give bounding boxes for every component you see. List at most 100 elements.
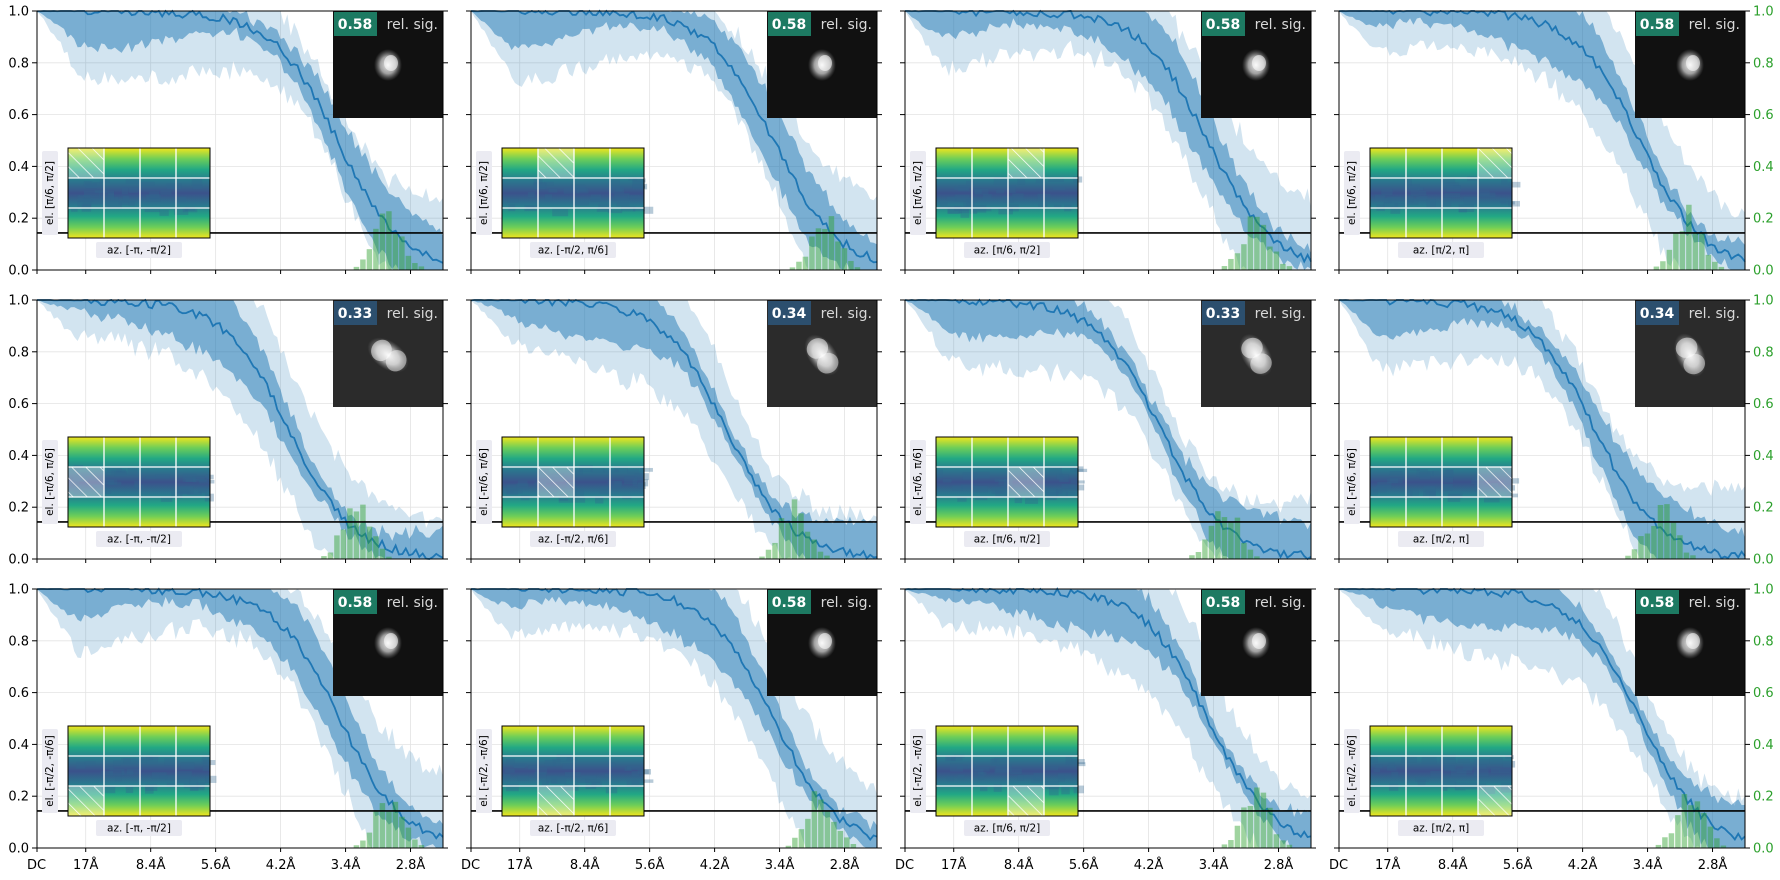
- heatmap-noise: [534, 772, 547, 778]
- heatmap-noise: [166, 782, 178, 788]
- heatmap-noise: [942, 478, 952, 483]
- y-tick-label: 0.6: [8, 108, 29, 123]
- hist-bar: [1260, 792, 1267, 848]
- heatmap-noise: [1057, 773, 1072, 779]
- heatmap-noise: [534, 182, 546, 190]
- heatmap-noise: [993, 177, 1007, 185]
- particle: [1674, 333, 1706, 377]
- rel-sig-badge: [1202, 12, 1245, 36]
- heatmap-noise: [1441, 787, 1448, 791]
- mean-fsc-line: [37, 298, 444, 560]
- hist-bar: [789, 267, 796, 270]
- heatmap-noise: [185, 477, 196, 483]
- elevation-label: el. [-π/2, -π/6]: [1346, 735, 1358, 807]
- axes-frame: [470, 588, 878, 849]
- mean-fsc-line: [904, 298, 1312, 561]
- x-tick-label: 8.4Å: [1004, 857, 1034, 873]
- hist-bar: [824, 810, 831, 848]
- heatmap-noise: [558, 498, 573, 503]
- heatmap-noise: [564, 772, 581, 777]
- heatmap-noise: [996, 189, 1005, 194]
- elevation-label-bg: [1344, 151, 1360, 235]
- heatmap-noise: [1383, 202, 1399, 208]
- heatmap-noise: [614, 193, 630, 201]
- heatmap-noise: [1417, 186, 1424, 191]
- hist-bar: [321, 556, 327, 559]
- hist-bar: [1286, 844, 1293, 848]
- heatmap-noise: [958, 185, 970, 192]
- heatmap-noise: [1070, 466, 1084, 472]
- particle-lobe: [385, 350, 407, 372]
- heatmap-noise: [1012, 193, 1024, 200]
- hist-bar: [848, 260, 854, 270]
- heatmap-noise: [1418, 190, 1427, 196]
- hist-bar: [1653, 266, 1660, 270]
- y-tick-label: 0.4: [8, 449, 29, 464]
- heatmap-noise: [146, 756, 158, 764]
- heatmap-highlight: [538, 467, 574, 497]
- azimuth-label-bg: [530, 820, 616, 836]
- rel-sig-badge: [334, 301, 377, 325]
- heatmap-noise: [1373, 487, 1387, 493]
- elevation-label: el. [π/6, π/2]: [44, 161, 56, 225]
- heatmap-noise: [1508, 200, 1520, 207]
- heatmap-noise: [186, 491, 202, 496]
- heatmap-noise: [571, 184, 586, 189]
- heatmap-noise: [1017, 178, 1026, 185]
- heatmap-noise: [110, 196, 119, 202]
- elevation-label: el. [-π/2, -π/6]: [912, 735, 924, 807]
- heatmap-noise: [563, 188, 580, 194]
- heatmap-noise: [1439, 758, 1456, 764]
- heatmap-noise: [1502, 760, 1516, 768]
- heatmap-noise: [125, 786, 134, 794]
- heatmap-noise: [633, 178, 646, 183]
- rel-sig-badge: [768, 12, 811, 36]
- heatmap-noise: [1065, 760, 1077, 765]
- heatmap-noise: [607, 209, 623, 214]
- hist-bar: [1701, 812, 1707, 848]
- heatmap-noise: [160, 190, 172, 195]
- heatmap-noise: [1033, 773, 1045, 781]
- heatmap-noise: [503, 773, 511, 780]
- heatmap-noise: [951, 755, 963, 761]
- heatmap-noise: [1444, 193, 1461, 198]
- azimuth-label-bg: [96, 531, 182, 547]
- heatmap-noise: [203, 760, 216, 766]
- heatmap-noise: [115, 776, 122, 782]
- heatmap-noise: [615, 188, 623, 192]
- heatmap-noise: [171, 492, 183, 499]
- heatmap-noise: [954, 186, 968, 190]
- heatmap-noise: [77, 195, 91, 199]
- heatmap-noise: [1416, 195, 1428, 201]
- heatmap-noise: [604, 773, 612, 778]
- heatmap-noise: [1475, 764, 1487, 770]
- heatmap-noise: [506, 783, 519, 792]
- outer-band: [471, 11, 877, 270]
- heatmap-noise: [84, 760, 96, 766]
- azimuth-label-bg: [1398, 242, 1484, 258]
- heatmap-noise: [123, 758, 131, 764]
- heatmap-noise: [1448, 492, 1463, 499]
- heatmap-noise: [971, 204, 987, 213]
- heatmap-noise: [189, 784, 199, 791]
- heatmap-noise: [1458, 207, 1467, 213]
- heatmap-noise: [1017, 774, 1024, 781]
- heatmap-noise: [151, 772, 167, 779]
- hist-bar: [1273, 251, 1280, 270]
- heatmap-noise: [1046, 492, 1059, 498]
- x-tick-label: 3.4Å: [1633, 857, 1663, 873]
- axes-frame: [904, 588, 1312, 849]
- hist-bar: [1195, 552, 1202, 559]
- azimuth-label: az. [-π, -π/2]: [107, 823, 171, 835]
- hist-bar: [1215, 511, 1221, 559]
- heatmap-noise: [1425, 489, 1436, 495]
- y-right-tick-label: 0.8: [1753, 345, 1774, 360]
- y-right-tick-label: 0.8: [1753, 634, 1774, 649]
- heatmap-noise: [99, 190, 115, 199]
- heatmap-noise: [974, 188, 989, 195]
- x-tick-label: 2.8Å: [1698, 857, 1728, 873]
- hist-bar: [1690, 555, 1696, 559]
- heatmap-noise: [950, 763, 963, 772]
- heatmap-noise: [546, 775, 558, 784]
- heatmap-noise: [566, 757, 578, 761]
